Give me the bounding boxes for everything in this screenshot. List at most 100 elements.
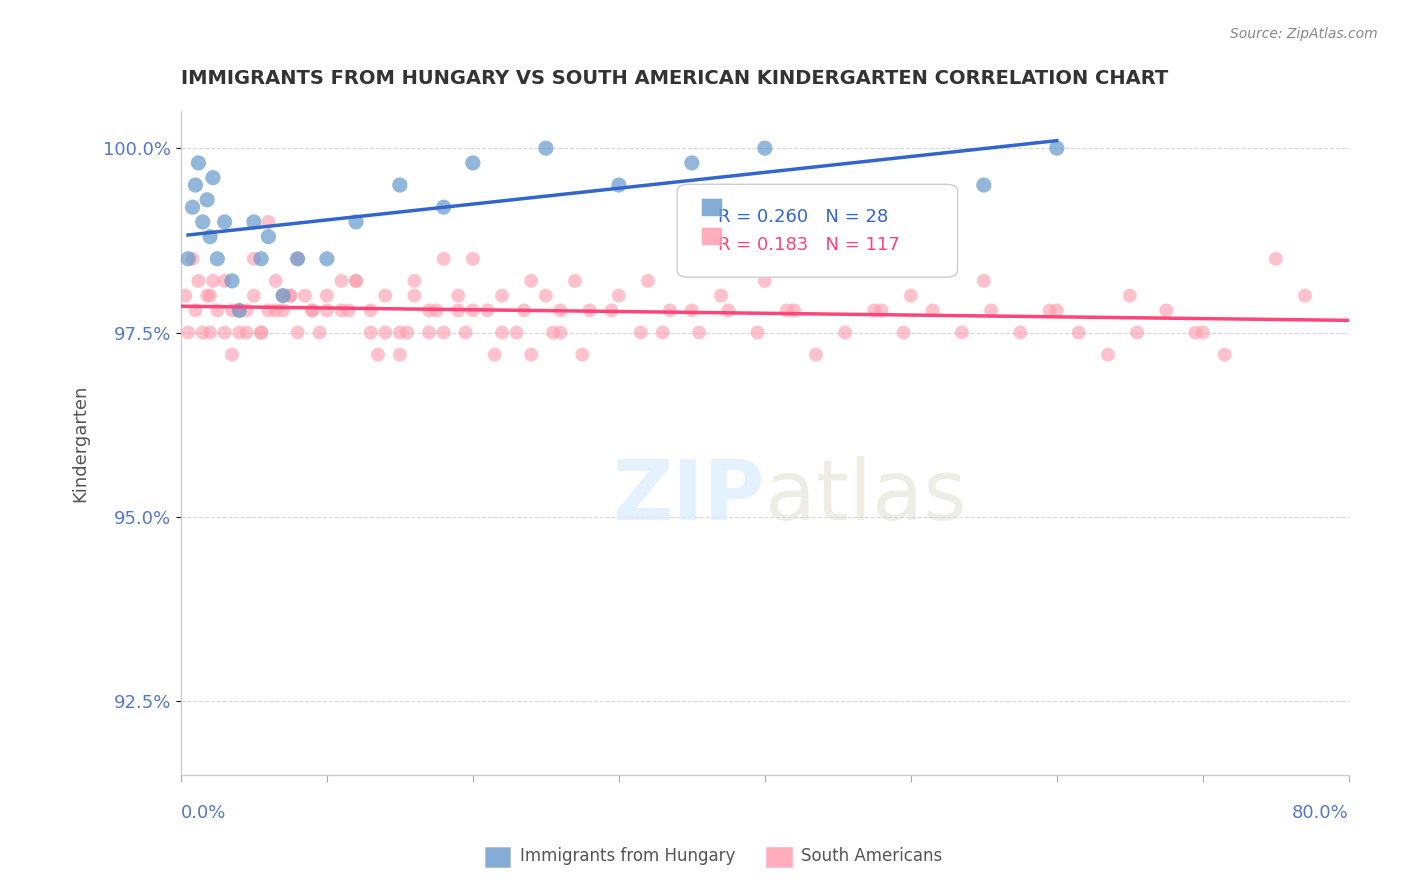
South Americans <box>1191 326 1213 340</box>
South Americans <box>243 252 266 266</box>
FancyBboxPatch shape <box>700 198 721 216</box>
Text: IMMIGRANTS FROM HUNGARY VS SOUTH AMERICAN KINDERGARTEN CORRELATION CHART: IMMIGRANTS FROM HUNGARY VS SOUTH AMERICA… <box>181 69 1168 87</box>
Immigrants from Hungary <box>184 178 207 192</box>
Text: 80.0%: 80.0% <box>1292 805 1348 822</box>
Immigrants from Hungary <box>1046 141 1069 155</box>
South Americans <box>191 326 214 340</box>
South Americans <box>520 274 543 288</box>
South Americans <box>257 303 280 318</box>
Text: South Americans: South Americans <box>801 847 942 865</box>
FancyBboxPatch shape <box>700 227 721 245</box>
South Americans <box>893 326 915 340</box>
South Americans <box>1119 288 1142 302</box>
South Americans <box>235 303 257 318</box>
South Americans <box>1097 348 1119 362</box>
Immigrants from Hungary <box>607 178 630 192</box>
South Americans <box>214 326 236 340</box>
South Americans <box>308 326 330 340</box>
Immigrants from Hungary <box>461 156 484 170</box>
South Americans <box>980 303 1002 318</box>
South Americans <box>834 326 856 340</box>
South Americans <box>454 326 477 340</box>
South Americans <box>564 274 586 288</box>
South Americans <box>513 303 536 318</box>
Immigrants from Hungary <box>681 156 703 170</box>
South Americans <box>637 274 659 288</box>
South Americans <box>681 303 703 318</box>
South Americans <box>315 303 337 318</box>
South Americans <box>541 326 564 340</box>
Immigrants from Hungary <box>214 215 236 229</box>
Immigrants from Hungary <box>388 178 411 192</box>
South Americans <box>571 348 593 362</box>
South Americans <box>198 288 221 302</box>
Text: Immigrants from Hungary: Immigrants from Hungary <box>520 847 735 865</box>
South Americans <box>863 303 886 318</box>
South Americans <box>374 288 396 302</box>
South Americans <box>607 288 630 302</box>
Immigrants from Hungary <box>754 141 776 155</box>
Immigrants from Hungary <box>181 200 204 214</box>
South Americans <box>344 274 367 288</box>
South Americans <box>388 326 411 340</box>
South Americans <box>404 274 426 288</box>
South Americans <box>973 274 995 288</box>
South Americans <box>1038 303 1060 318</box>
FancyBboxPatch shape <box>678 185 957 277</box>
South Americans <box>360 326 382 340</box>
South Americans <box>271 288 294 302</box>
Immigrants from Hungary <box>433 200 456 214</box>
South Americans <box>491 288 513 302</box>
South Americans <box>198 326 221 340</box>
South Americans <box>505 326 527 340</box>
South Americans <box>630 326 652 340</box>
Text: Source: ZipAtlas.com: Source: ZipAtlas.com <box>1230 27 1378 41</box>
Text: atlas: atlas <box>765 456 966 537</box>
South Americans <box>271 303 294 318</box>
South Americans <box>433 252 456 266</box>
South Americans <box>287 326 309 340</box>
South Americans <box>754 274 776 288</box>
South Americans <box>250 326 273 340</box>
South Americans <box>484 348 506 362</box>
Immigrants from Hungary <box>228 303 250 318</box>
Immigrants from Hungary <box>534 141 557 155</box>
South Americans <box>447 288 470 302</box>
South Americans <box>221 303 243 318</box>
South Americans <box>1046 303 1069 318</box>
South Americans <box>374 326 396 340</box>
South Americans <box>187 274 209 288</box>
South Americans <box>315 288 337 302</box>
South Americans <box>1010 326 1032 340</box>
South Americans <box>1294 288 1316 302</box>
Immigrants from Hungary <box>315 252 337 266</box>
South Americans <box>477 303 499 318</box>
South Americans <box>228 326 250 340</box>
Immigrants from Hungary <box>198 229 221 244</box>
Text: ZIP: ZIP <box>613 456 765 537</box>
South Americans <box>388 348 411 362</box>
South Americans <box>337 303 360 318</box>
South Americans <box>783 303 806 318</box>
South Americans <box>461 252 484 266</box>
Immigrants from Hungary <box>344 215 367 229</box>
South Americans <box>360 303 382 318</box>
South Americans <box>294 288 316 302</box>
South Americans <box>280 288 302 302</box>
Immigrants from Hungary <box>973 178 995 192</box>
Immigrants from Hungary <box>207 252 229 266</box>
South Americans <box>520 348 543 362</box>
South Americans <box>418 303 440 318</box>
South Americans <box>201 274 224 288</box>
South Americans <box>195 288 218 302</box>
South Americans <box>717 303 740 318</box>
Immigrants from Hungary <box>257 229 280 244</box>
South Americans <box>658 303 681 318</box>
South Americans <box>425 303 447 318</box>
South Americans <box>264 303 287 318</box>
South Americans <box>1213 348 1236 362</box>
Immigrants from Hungary <box>187 156 209 170</box>
South Americans <box>264 274 287 288</box>
South Americans <box>1264 252 1286 266</box>
South Americans <box>418 326 440 340</box>
